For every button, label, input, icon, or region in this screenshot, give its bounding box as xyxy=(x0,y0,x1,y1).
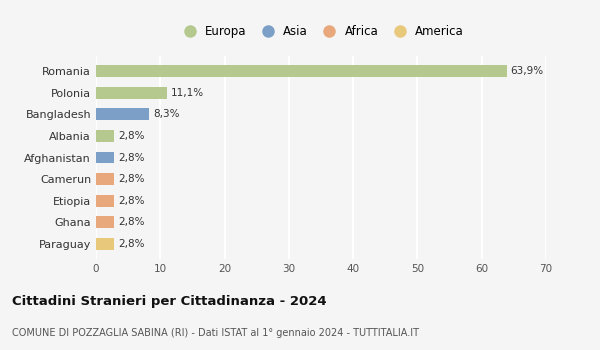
Bar xyxy=(96,238,114,250)
Text: Cittadini Stranieri per Cittadinanza - 2024: Cittadini Stranieri per Cittadinanza - 2… xyxy=(12,294,326,308)
Text: 63,9%: 63,9% xyxy=(511,66,544,76)
Bar xyxy=(96,87,167,99)
Bar xyxy=(96,108,149,120)
Text: 2,8%: 2,8% xyxy=(118,174,145,184)
Legend: Europa, Asia, Africa, America: Europa, Asia, Africa, America xyxy=(178,25,464,38)
Text: 2,8%: 2,8% xyxy=(118,196,145,206)
Bar xyxy=(96,65,507,77)
Text: 2,8%: 2,8% xyxy=(118,131,145,141)
Text: COMUNE DI POZZAGLIA SABINA (RI) - Dati ISTAT al 1° gennaio 2024 - TUTTITALIA.IT: COMUNE DI POZZAGLIA SABINA (RI) - Dati I… xyxy=(12,328,419,338)
Bar xyxy=(96,173,114,185)
Bar xyxy=(96,130,114,142)
Text: 11,1%: 11,1% xyxy=(171,88,205,98)
Bar xyxy=(96,216,114,228)
Bar xyxy=(96,152,114,163)
Bar xyxy=(96,195,114,206)
Text: 2,8%: 2,8% xyxy=(118,217,145,227)
Text: 8,3%: 8,3% xyxy=(153,109,180,119)
Text: 2,8%: 2,8% xyxy=(118,153,145,162)
Text: 2,8%: 2,8% xyxy=(118,239,145,249)
